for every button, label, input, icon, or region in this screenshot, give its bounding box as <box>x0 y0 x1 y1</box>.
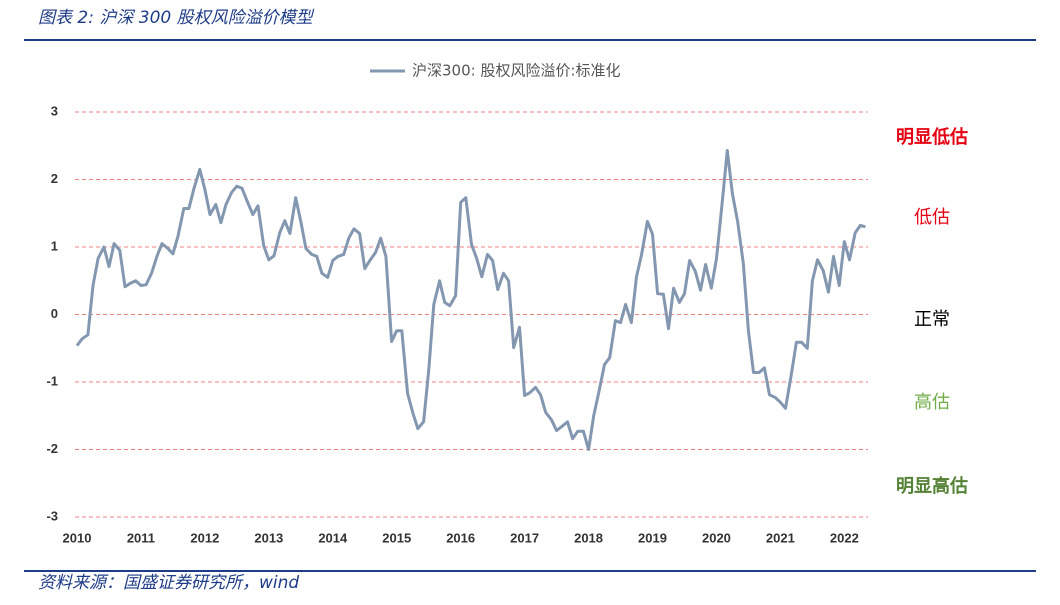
y-tick-label: -1 <box>46 373 58 388</box>
legend-label: 沪深300: 股权风险溢价:标准化 <box>412 62 621 80</box>
x-tick-label: 2010 <box>63 530 92 545</box>
zone-label: 高估 <box>914 392 950 413</box>
y-tick-label: -3 <box>46 508 58 523</box>
y-tick-label: -2 <box>46 441 58 456</box>
x-tick-label: 2014 <box>318 530 348 545</box>
zone-label: 明显高估 <box>896 475 968 497</box>
x-tick-label: 2011 <box>127 530 155 545</box>
x-tick-label: 2016 <box>446 530 475 545</box>
zone-label: 明显低估 <box>896 126 968 148</box>
x-tick-label: 2012 <box>190 530 219 545</box>
x-tick-label: 2018 <box>574 530 603 545</box>
y-tick-label: 3 <box>51 103 58 118</box>
x-tick-label: 2017 <box>510 530 539 545</box>
y-tick-label: 1 <box>51 238 58 253</box>
x-tick-label: 2013 <box>254 530 283 545</box>
y-tick-label: 0 <box>51 306 58 321</box>
x-tick-label: 2022 <box>830 530 859 545</box>
zone-label: 低估 <box>914 207 950 228</box>
source: 资料来源：国盛证券研究所，wind <box>38 573 299 593</box>
title: 图表 2: 沪深 300 股权风险溢价模型 <box>38 8 315 28</box>
x-tick-label: 2020 <box>702 530 731 545</box>
series-line <box>75 149 866 451</box>
y-tick-label: 2 <box>51 171 58 186</box>
x-tick-label: 2015 <box>382 530 411 545</box>
zone-label: 正常 <box>914 309 950 330</box>
x-tick-label: 2019 <box>638 530 667 545</box>
x-tick-label: 2021 <box>766 530 795 545</box>
